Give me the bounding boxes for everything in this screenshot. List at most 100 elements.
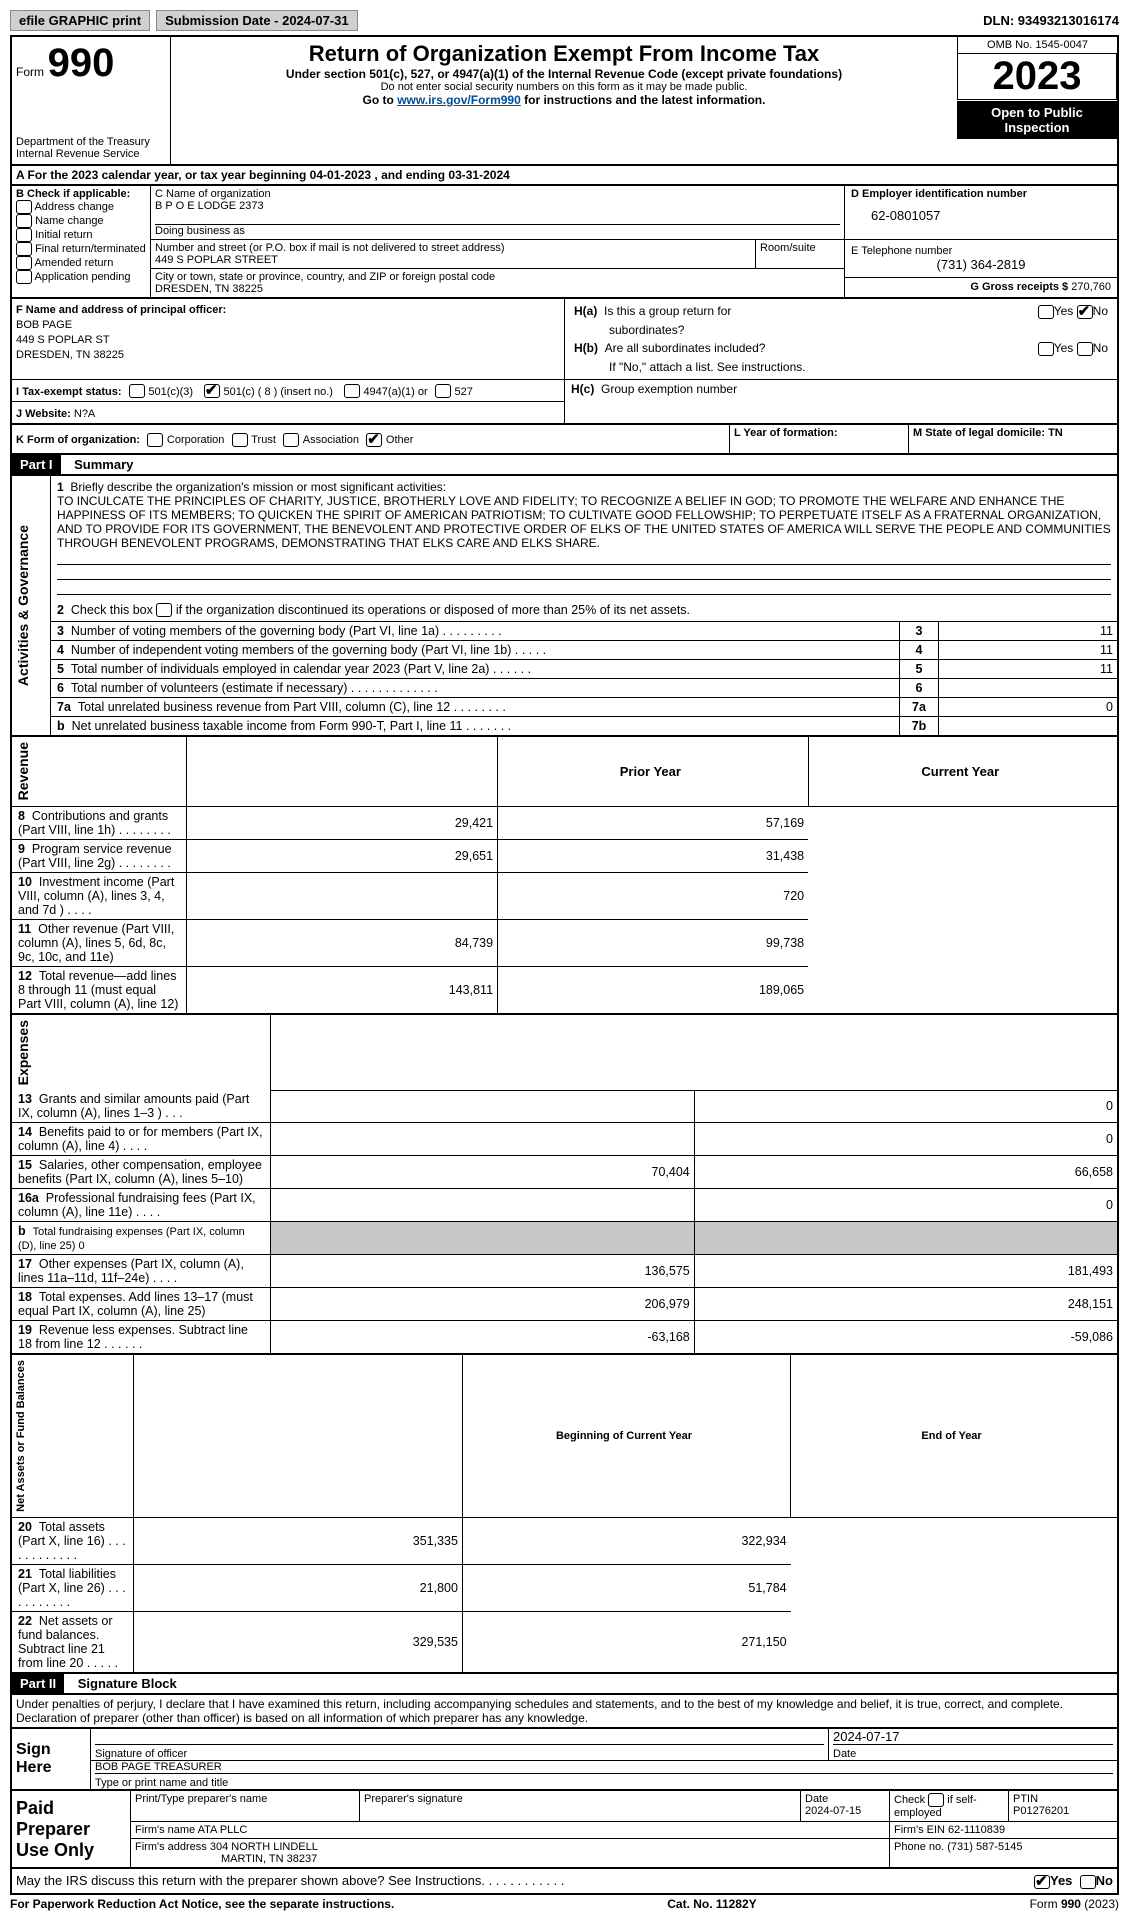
firm-phone-label: Phone no. [894, 1841, 947, 1853]
ha-yes[interactable] [1038, 305, 1054, 319]
sig-date: 2024-07-17 [833, 1729, 1113, 1745]
firm-addr-2: MARTIN, TN 38237 [135, 1853, 317, 1865]
other-label: Other [386, 434, 414, 446]
ty-begin: 04-01-2023 [310, 168, 371, 182]
net-assets-label: Net Assets or Fund Balances [13, 1356, 29, 1516]
goto-prefix: Go to [363, 93, 398, 107]
4947-label: 4947(a)(1) or [363, 386, 427, 398]
officer-city: DRESDEN, TN 38225 [16, 349, 124, 361]
part2-header: Part II [12, 1674, 64, 1693]
part1-title: Summary [64, 457, 133, 472]
dba-label: Doing business as [155, 224, 840, 237]
discuss-yes[interactable] [1034, 1875, 1050, 1889]
officer-label: F Name and address of principal officer: [16, 304, 226, 316]
discuss-yes-label: Yes [1050, 1873, 1072, 1888]
ha-no[interactable] [1077, 305, 1093, 319]
dln: DLN: 93493213016174 [983, 13, 1119, 28]
app-pending-check[interactable] [16, 270, 32, 284]
firm-phone-val: (731) 587-5145 [947, 1841, 1022, 1853]
perjury-text: Under penalties of perjury, I declare th… [11, 1694, 1118, 1728]
form-title: Return of Organization Exempt From Incom… [179, 41, 949, 67]
501c3-check[interactable] [129, 384, 145, 398]
expenses-label: Expenses [13, 1016, 33, 1089]
trust-check[interactable] [232, 433, 248, 447]
prep-name-label: Print/Type preparer's name [131, 1791, 360, 1822]
firm-name-val: ATA PLLC [198, 1824, 248, 1836]
yes-label2: Yes [1054, 341, 1074, 355]
cal-year-prefix: A For the 2023 calendar year, or tax yea… [16, 168, 310, 182]
date-label: Date [833, 1748, 856, 1760]
discuss-no[interactable] [1080, 1875, 1096, 1889]
trust-label: Trust [251, 434, 276, 446]
addr-change-check[interactable] [16, 200, 32, 214]
self-emp-check[interactable] [928, 1793, 944, 1807]
hb-note: If "No," attach a list. See instructions… [573, 359, 1109, 375]
officer-printed-name: BOB PAGE TREASURER [95, 1761, 1113, 1774]
org-name-value: B P O E LODGE 2373 [155, 200, 840, 212]
street-value: 449 S POPLAR STREET [155, 254, 278, 266]
paid-preparer-label: Paid Preparer Use Only [16, 1798, 94, 1860]
prior-year-hdr: Prior Year [620, 764, 681, 779]
4947-check[interactable] [344, 384, 360, 398]
website-label: J Website: [16, 408, 74, 420]
corp-check[interactable] [147, 433, 163, 447]
ptin-val: P01276201 [1013, 1805, 1069, 1817]
name-change-label: Name change [35, 215, 104, 227]
room-suite-label: Room/suite [756, 240, 845, 269]
firm-name-label: Firm's name [135, 1824, 198, 1836]
ein-label: D Employer identification number [851, 188, 1027, 200]
501c-check[interactable] [204, 384, 220, 398]
footer-left: For Paperwork Reduction Act Notice, see … [10, 1897, 394, 1911]
form-org-label: K Form of organization: [16, 434, 140, 446]
assoc-check[interactable] [283, 433, 299, 447]
cal-year-mid: , and ending [371, 168, 448, 182]
hb-yes[interactable] [1038, 342, 1054, 356]
hb-no[interactable] [1077, 342, 1093, 356]
prep-date-label: Date [805, 1793, 828, 1805]
assoc-label: Association [303, 434, 359, 446]
name-change-check[interactable] [16, 214, 32, 228]
501c-post: ) (insert no.) [271, 386, 333, 398]
tax-status-label: I Tax-exempt status: [16, 386, 122, 398]
amended-check[interactable] [16, 256, 32, 270]
addr-change-label: Address change [34, 201, 114, 213]
line2-check[interactable] [156, 603, 172, 617]
527-label: 527 [455, 386, 473, 398]
gross-receipts-label: G Gross receipts $ [970, 281, 1071, 293]
form-subtitle: Under section 501(c), 527, or 4947(a)(1)… [179, 67, 949, 81]
final-return-check[interactable] [16, 242, 32, 256]
footer: For Paperwork Reduction Act Notice, see … [10, 1895, 1119, 1911]
firm-addr-label: Firm's address [135, 1841, 210, 1853]
firm-ein-label: Firm's EIN [894, 1824, 948, 1836]
initial-return-check[interactable] [16, 228, 32, 242]
checkbox-header: B Check if applicable: [16, 188, 130, 200]
firm-addr-1: 304 NORTH LINDELL [210, 1841, 318, 1853]
form-number: 990 [48, 41, 115, 85]
goto-suffix: for instructions and the latest informat… [521, 93, 766, 107]
submission-date: Submission Date - 2024-07-31 [156, 10, 358, 31]
city-value: DRESDEN, TN 38225 [155, 283, 263, 295]
curr-year-hdr: Current Year [921, 764, 999, 779]
form-label-small: Form [16, 65, 44, 79]
ptin-label: PTIN [1013, 1793, 1038, 1805]
other-check[interactable] [366, 433, 382, 447]
footer-center: Cat. No. 11282Y [667, 1897, 756, 1911]
527-check[interactable] [435, 384, 451, 398]
print-name-label: Type or print name and title [95, 1777, 228, 1789]
domicile-label: M State of legal domicile: TN [913, 427, 1063, 439]
street-label: Number and street (or P.O. box if mail i… [155, 242, 505, 254]
final-return-label: Final return/terminated [35, 243, 146, 255]
irs-link[interactable]: www.irs.gov/Form990 [397, 93, 521, 107]
efile-print-btn[interactable]: efile GRAPHIC print [10, 10, 150, 31]
gross-receipts-value: 270,760 [1071, 281, 1111, 293]
corp-label: Corporation [167, 434, 224, 446]
amended-label: Amended return [34, 257, 113, 269]
part2-title: Signature Block [68, 1676, 177, 1691]
officer-name: BOB PAGE [16, 319, 72, 331]
firm-ein-val: 62-1110839 [948, 1824, 1005, 1836]
dept-treasury: Department of the Treasury [16, 136, 166, 148]
initial-return-label: Initial return [35, 229, 92, 241]
begin-year-hdr: Beginning of Current Year [556, 1430, 692, 1442]
phone-label: E Telephone number [851, 245, 1111, 257]
sign-here-label: Sign Here [16, 1741, 52, 1776]
